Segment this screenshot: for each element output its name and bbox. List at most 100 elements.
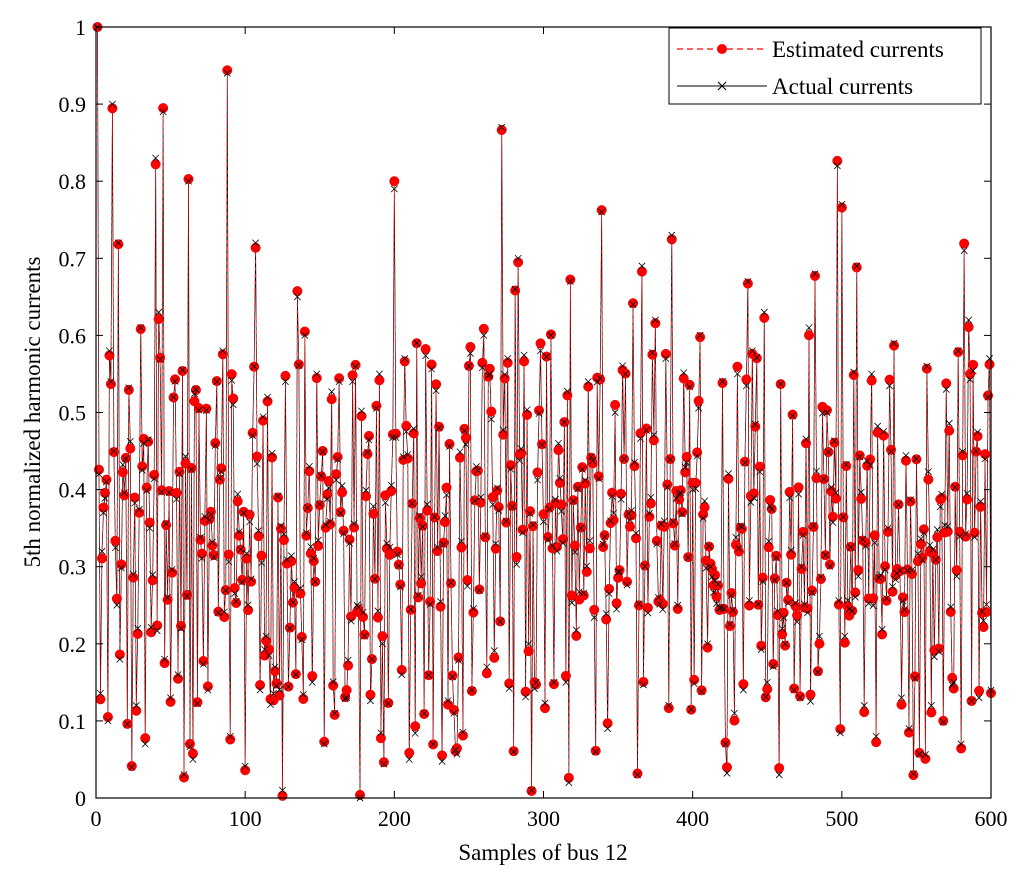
actual-point xyxy=(742,382,750,390)
actual-point xyxy=(441,512,449,520)
actual-point xyxy=(489,501,497,509)
estimated-point xyxy=(632,768,643,779)
actual-point xyxy=(826,562,834,570)
actual-point xyxy=(690,680,698,688)
estimated-point xyxy=(177,366,188,377)
actual-point xyxy=(878,625,886,633)
actual-point xyxy=(189,755,197,763)
actual-point xyxy=(167,694,175,702)
estimated-point xyxy=(808,521,819,532)
actual-point xyxy=(244,601,252,609)
actual-point xyxy=(340,530,348,538)
estimated-point xyxy=(575,522,586,533)
estimated-point xyxy=(710,570,721,581)
actual-point xyxy=(980,617,988,625)
actual-point xyxy=(729,606,737,614)
actual-point xyxy=(787,546,795,554)
actual-point xyxy=(158,488,166,496)
y-tick-label: 0 xyxy=(75,786,86,811)
actual-point xyxy=(283,555,291,563)
estimated-point xyxy=(322,489,333,500)
actual-point xyxy=(344,656,352,664)
actual-point xyxy=(238,578,246,586)
estimated-point xyxy=(360,491,371,502)
actual-point xyxy=(383,539,391,547)
actual-point xyxy=(920,529,928,537)
actual-point xyxy=(408,500,416,508)
estimated-point xyxy=(359,629,370,640)
actual-point xyxy=(795,490,803,498)
estimated-point xyxy=(243,605,254,616)
actual-point xyxy=(319,448,327,456)
actual-point xyxy=(186,743,194,751)
actual-point xyxy=(474,466,482,474)
estimated-point xyxy=(696,685,707,696)
actual-point xyxy=(545,505,553,513)
estimated-point xyxy=(253,531,264,542)
y-tick-label: 0.2 xyxy=(59,632,87,657)
actual-point xyxy=(334,456,342,464)
estimated-point xyxy=(171,487,182,498)
actual-point xyxy=(626,516,634,524)
estimated-point xyxy=(313,540,324,551)
actual-point xyxy=(210,553,218,561)
estimated-point xyxy=(293,359,304,370)
actual-point xyxy=(956,532,964,540)
actual-point xyxy=(390,185,398,193)
actual-point xyxy=(844,596,852,604)
estimated-point xyxy=(481,668,492,679)
estimated-point xyxy=(801,438,812,449)
actual-point xyxy=(753,354,761,362)
ticks-group: 0 100 200 300 400 500 600 0 0.1 0.2 0.3 0.4 0.5 0.6 0.… xyxy=(59,15,1008,831)
estimated-point xyxy=(526,785,537,796)
actual-point xyxy=(581,476,589,484)
actual-point xyxy=(954,347,962,355)
actual-point xyxy=(789,412,797,420)
estimated-point xyxy=(181,589,192,600)
actual-point xyxy=(953,572,961,580)
estimated-point xyxy=(871,737,882,748)
legend-box xyxy=(668,27,982,105)
estimated-point xyxy=(668,518,679,529)
estimated-point xyxy=(525,506,536,517)
actual-point xyxy=(793,618,801,626)
actual-point xyxy=(368,655,376,663)
estimated-point xyxy=(208,550,219,561)
estimated-point xyxy=(432,546,443,557)
estimated-point xyxy=(553,445,564,456)
estimated-point xyxy=(908,770,919,781)
actual-point xyxy=(593,378,601,386)
estimated-point xyxy=(865,454,876,465)
actual-point xyxy=(695,404,703,412)
estimated-point xyxy=(684,379,695,390)
estimated-point xyxy=(598,541,609,552)
actual-point xyxy=(281,378,289,386)
actual-point xyxy=(477,493,485,501)
estimated-point xyxy=(545,329,556,340)
legend-actual-label: Actual currents xyxy=(772,74,913,99)
estimated-point xyxy=(812,666,823,677)
actual-point xyxy=(918,556,926,564)
actual-point xyxy=(969,367,977,375)
estimated-point xyxy=(754,461,765,472)
actual-point xyxy=(765,537,773,545)
estimated-point xyxy=(742,278,753,289)
actual-point xyxy=(959,448,967,456)
actual-point xyxy=(437,598,445,606)
actual-point xyxy=(456,448,464,456)
actual-point xyxy=(710,588,718,596)
actual-point xyxy=(799,531,807,539)
estimated-point xyxy=(195,534,206,545)
actual-point xyxy=(553,547,561,555)
estimated-point xyxy=(511,551,522,562)
actual-point xyxy=(839,513,847,521)
estimated-point xyxy=(147,575,158,586)
actual-point xyxy=(686,383,694,391)
actual-point xyxy=(971,533,979,541)
estimated-point xyxy=(226,369,237,380)
actual-point xyxy=(699,514,707,522)
actual-point xyxy=(346,539,354,547)
actual-point xyxy=(350,520,358,528)
actual-point xyxy=(633,771,641,779)
estimated-point xyxy=(216,463,227,474)
